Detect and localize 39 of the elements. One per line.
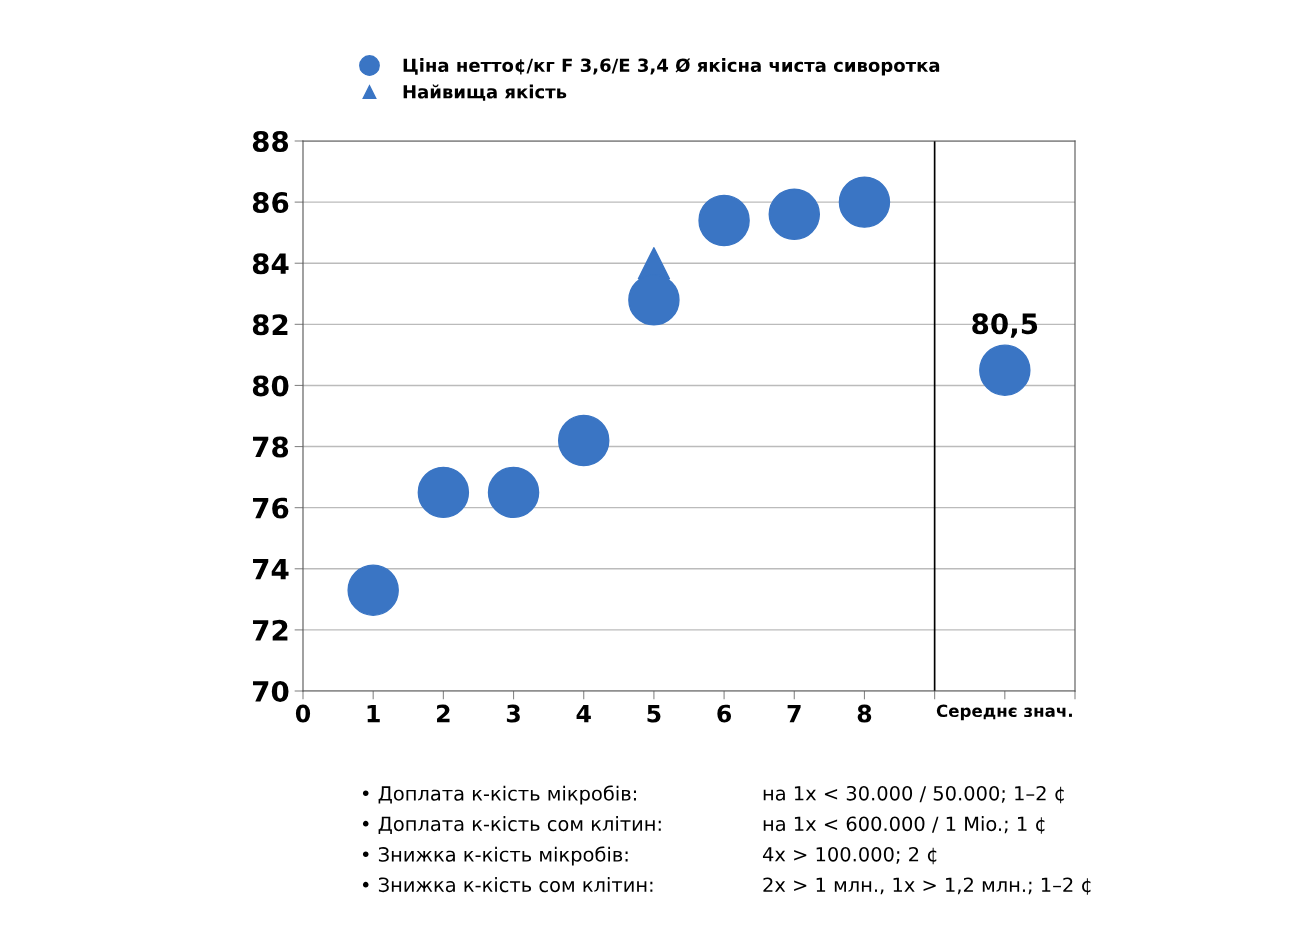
- y-tick-label: 72: [253, 619, 288, 641]
- x-tick-label: 5: [647, 704, 661, 723]
- x-tick-label: 0: [295, 704, 311, 723]
- legend-label: Найвища якість: [403, 84, 567, 101]
- x-tick-label: 6: [717, 704, 732, 723]
- x-tick-label: 8: [857, 704, 872, 723]
- point: [979, 344, 1031, 396]
- point: [557, 414, 610, 467]
- x-tick-label: 4: [576, 704, 591, 723]
- y-tick-label: 74: [253, 559, 289, 580]
- point: [487, 466, 540, 519]
- y-tick-label: 78: [253, 436, 289, 458]
- data-label: 80,5: [972, 313, 1038, 338]
- y-tick-label: 80: [252, 375, 289, 397]
- text: на 1x < 600.000 / 1 Mio.; 1 ¢: [763, 816, 1045, 834]
- text: • Знижка к-кість мікробів:: [362, 846, 628, 866]
- text: 2x > 1 млн., 1x > 1,2 млн.; 1–2 ¢: [763, 877, 1091, 895]
- legend-label: Ціна нетто¢/кг F 3,6/E 3,4 Ø якісна чиста сиворотка: [403, 58, 940, 76]
- text: 4x > 100.000; 2 ¢: [762, 846, 937, 865]
- y-tick-label: 88: [252, 130, 289, 152]
- point: [768, 188, 821, 241]
- x-tick-label: Середнє знач.: [936, 704, 1072, 721]
- y-tick-label: 76: [253, 497, 289, 519]
- text: • Знижка к-кість сом клітин:: [362, 877, 653, 893]
- y-tick-label: 82: [252, 314, 288, 336]
- y-tick-label: 86: [252, 192, 289, 214]
- y-tick-label: 70: [253, 680, 289, 702]
- x-tick-label: 1: [367, 704, 380, 723]
- text: • Доплата к-кість сом клітин:: [362, 816, 661, 834]
- x-tick-label: 7: [787, 704, 801, 723]
- text: • Доплата к-кість мікробів:: [362, 785, 636, 805]
- y-tick-label: 84: [252, 253, 289, 275]
- text: на 1x < 30.000 / 50.000; 1–2 ¢: [763, 785, 1064, 804]
- point: [347, 564, 399, 616]
- point: [417, 466, 470, 519]
- x-tick-label: 2: [437, 704, 450, 723]
- point: [838, 176, 891, 228]
- point: [698, 194, 750, 247]
- x-tick-label: 3: [506, 704, 520, 723]
